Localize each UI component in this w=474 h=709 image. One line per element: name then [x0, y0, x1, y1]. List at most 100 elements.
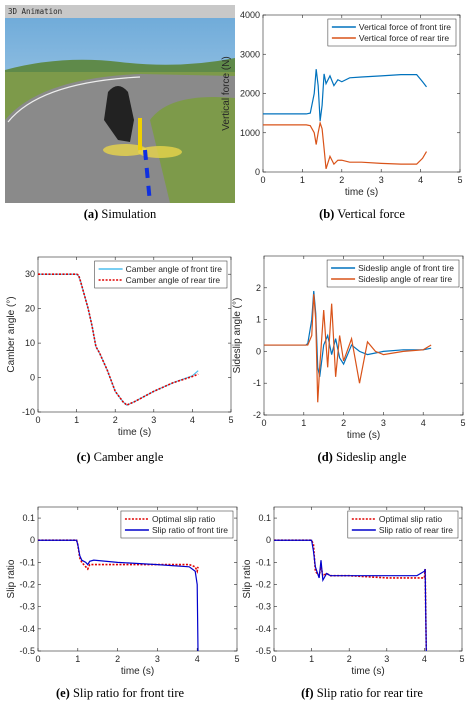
x-tick-label: 5	[228, 415, 233, 425]
x-tick-label: 5	[460, 418, 465, 428]
road-line	[7, 76, 141, 123]
legend-box	[120, 510, 234, 539]
caption-text: Simulation	[101, 207, 157, 221]
x-tick-label: 0	[261, 418, 266, 428]
y-tick-label: 0	[255, 167, 260, 177]
x-tick-label: 0	[260, 175, 265, 185]
y-tick-label: 4000	[240, 10, 260, 20]
y-tick-label: 0	[266, 535, 271, 545]
x-tick-label: 4	[418, 175, 423, 185]
caption-label: (e)	[56, 686, 70, 700]
caption: (b) Vertical force	[319, 207, 405, 221]
y-tick-label: 3000	[240, 49, 260, 59]
x-tick-label: 1	[74, 415, 79, 425]
legend-label: Sideslip angle of rear tire	[358, 274, 452, 284]
legend-label: Camber angle of rear tire	[126, 275, 221, 285]
y-tick-label: 1	[256, 315, 261, 325]
title-bar-text: 3D Animation	[8, 7, 62, 16]
y-tick-label: 10	[25, 338, 35, 348]
y-tick-label: 1000	[240, 128, 260, 138]
series-line	[264, 294, 432, 403]
y-axis-label: Vertical force (N)	[221, 56, 232, 130]
y-tick-label: -0.5	[255, 646, 271, 656]
y-tick-label: -0.3	[19, 602, 35, 612]
x-tick-label: 2	[339, 175, 344, 185]
series-line	[274, 539, 428, 652]
series-line	[263, 69, 427, 122]
y-axis-label: Camber angle (°)	[6, 296, 17, 372]
y-axis-label: Sideslip angle (°)	[232, 298, 243, 374]
caption: (f) Slip ratio for rear tire	[301, 686, 423, 700]
y-tick-label: 20	[25, 304, 35, 314]
legend-label: Vertical force of rear tire	[359, 33, 450, 43]
x-axis-label: time (s)	[118, 427, 151, 438]
x-tick-label: 3	[379, 175, 384, 185]
series-line	[38, 539, 199, 574]
x-tick-label: 5	[457, 175, 462, 185]
y-tick-label: 30	[25, 269, 35, 279]
caption-label: (b)	[319, 207, 334, 221]
y-tick-label: -0.5	[19, 646, 35, 656]
caption: (d) Sideslip angle	[318, 450, 407, 464]
caption: (e) Slip ratio for front tire	[56, 686, 185, 700]
y-tick-label: 0	[30, 373, 35, 383]
y-tick-label: 2000	[240, 89, 260, 99]
x-tick-label: 0	[35, 654, 40, 664]
caption-label: (d)	[318, 450, 333, 464]
legend-box	[347, 510, 459, 539]
path-line	[143, 149, 152, 204]
x-tick-label: 0	[271, 654, 276, 664]
x-axis-label: time (s)	[347, 430, 380, 441]
legend-label: Sideslip angle of front tire	[358, 263, 454, 273]
caption: (a) Simulation	[84, 207, 157, 221]
caption-text: Vertical force	[337, 207, 405, 221]
x-tick-label: 1	[309, 654, 314, 664]
x-tick-label: 2	[341, 418, 346, 428]
legend-box	[94, 260, 228, 289]
x-tick-label: 0	[35, 415, 40, 425]
x-axis-label: time (s)	[121, 666, 154, 677]
x-tick-label: 4	[195, 654, 200, 664]
y-tick-label: 2	[256, 283, 261, 293]
legend-box	[327, 18, 457, 47]
x-tick-label: 1	[300, 175, 305, 185]
x-tick-label: 2	[347, 654, 352, 664]
series-line	[274, 539, 427, 652]
y-tick-label: 0.1	[258, 513, 271, 523]
y-tick-label: -0.4	[19, 624, 35, 634]
caption-label: (a)	[84, 207, 99, 221]
y-tick-label: -0.4	[255, 624, 271, 634]
y-tick-label: -0.3	[255, 602, 271, 612]
legend-label: Optimal slip ratio	[379, 514, 443, 524]
y-tick-label: 0.1	[22, 513, 35, 523]
x-tick-label: 3	[384, 654, 389, 664]
y-axis-label: Slip ratio	[6, 559, 17, 598]
caption-label: (f)	[301, 686, 314, 700]
simulation-view: 3D Animation	[5, 5, 235, 204]
title-bar	[5, 5, 235, 18]
y-tick-label: 0	[30, 535, 35, 545]
y-tick-label: -2	[253, 410, 261, 420]
x-tick-label: 2	[113, 415, 118, 425]
caption: (c) Camber angle	[77, 450, 164, 464]
caption-label: (c)	[77, 450, 91, 464]
contact-patch	[103, 144, 147, 156]
x-tick-label: 5	[459, 654, 464, 664]
x-tick-label: 5	[234, 654, 239, 664]
caption-text: Sideslip angle	[336, 450, 407, 464]
legend-label: Optimal slip ratio	[152, 514, 216, 524]
y-tick-label: 0	[256, 346, 261, 356]
x-tick-label: 4	[421, 418, 426, 428]
y-tick-label: -0.1	[255, 557, 271, 567]
legend-box	[326, 259, 460, 288]
series-line	[38, 539, 199, 652]
x-axis-label: time (s)	[345, 187, 378, 198]
y-tick-label: -10	[22, 407, 35, 417]
caption-text: Slip ratio for rear tire	[317, 686, 424, 700]
